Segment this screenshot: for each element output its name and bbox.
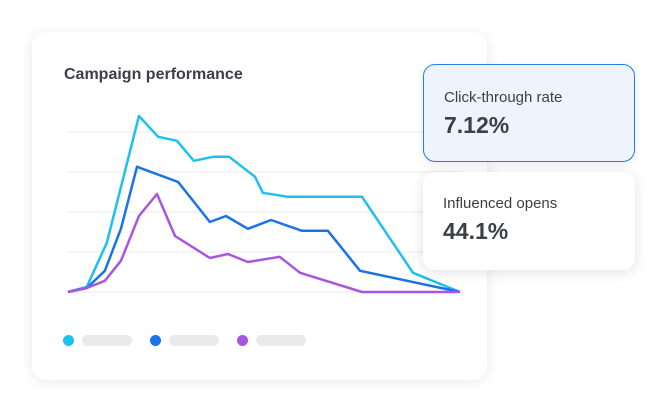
stat-card-influenced-opens[interactable]: Influenced opens 44.1% <box>423 172 635 270</box>
legend-placeholder <box>256 335 306 346</box>
legend-placeholder <box>82 335 132 346</box>
line-chart <box>67 114 461 294</box>
legend-item <box>237 335 306 346</box>
stat-value: 44.1% <box>443 218 509 244</box>
series-line-3 <box>67 192 460 294</box>
legend-dot <box>237 335 248 346</box>
stat-card-click-through-rate[interactable]: Click-through rate 7.12% <box>423 64 635 162</box>
chart-title: Campaign performance <box>64 66 243 83</box>
stat-label: Click-through rate <box>444 89 563 106</box>
stat-label: Influenced opens <box>443 195 558 212</box>
campaign-performance-card: Campaign performance <box>32 32 487 380</box>
chart-legend <box>63 335 324 346</box>
series-line-1 <box>67 114 461 294</box>
legend-item <box>150 335 219 346</box>
series-line-2 <box>67 165 461 294</box>
legend-placeholder <box>169 335 219 346</box>
stat-value: 7.12% <box>444 112 510 138</box>
legend-dot <box>63 335 74 346</box>
legend-dot <box>150 335 161 346</box>
legend-item <box>63 335 132 346</box>
